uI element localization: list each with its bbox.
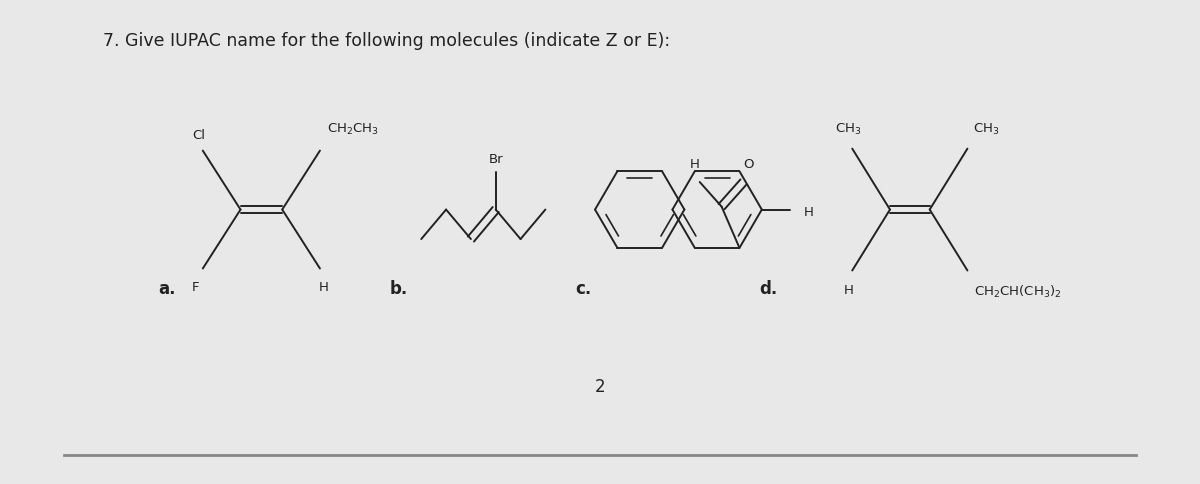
Text: Cl: Cl: [192, 128, 205, 141]
Text: Br: Br: [488, 153, 503, 166]
Text: H: H: [844, 284, 853, 297]
Text: H: H: [319, 281, 329, 294]
Text: F: F: [192, 281, 199, 294]
Text: H: H: [804, 206, 814, 219]
Text: 7. Give IUPAC name for the following molecules (indicate Z or E):: 7. Give IUPAC name for the following mol…: [103, 31, 671, 49]
Text: b.: b.: [390, 280, 408, 298]
Text: a.: a.: [158, 280, 175, 298]
Text: d.: d.: [758, 280, 778, 298]
Text: $\mathregular{CH_2CH(CH_3)_2}$: $\mathregular{CH_2CH(CH_3)_2}$: [974, 284, 1062, 300]
Text: H: H: [690, 158, 700, 171]
Text: 2: 2: [595, 378, 605, 395]
Text: $\mathregular{CH_3}$: $\mathregular{CH_3}$: [973, 121, 1000, 136]
Text: $\mathregular{CH_3}$: $\mathregular{CH_3}$: [835, 121, 862, 136]
Text: c.: c.: [575, 280, 592, 298]
Text: $\mathregular{CH_2CH_3}$: $\mathregular{CH_2CH_3}$: [326, 121, 379, 136]
Text: O: O: [743, 158, 754, 171]
